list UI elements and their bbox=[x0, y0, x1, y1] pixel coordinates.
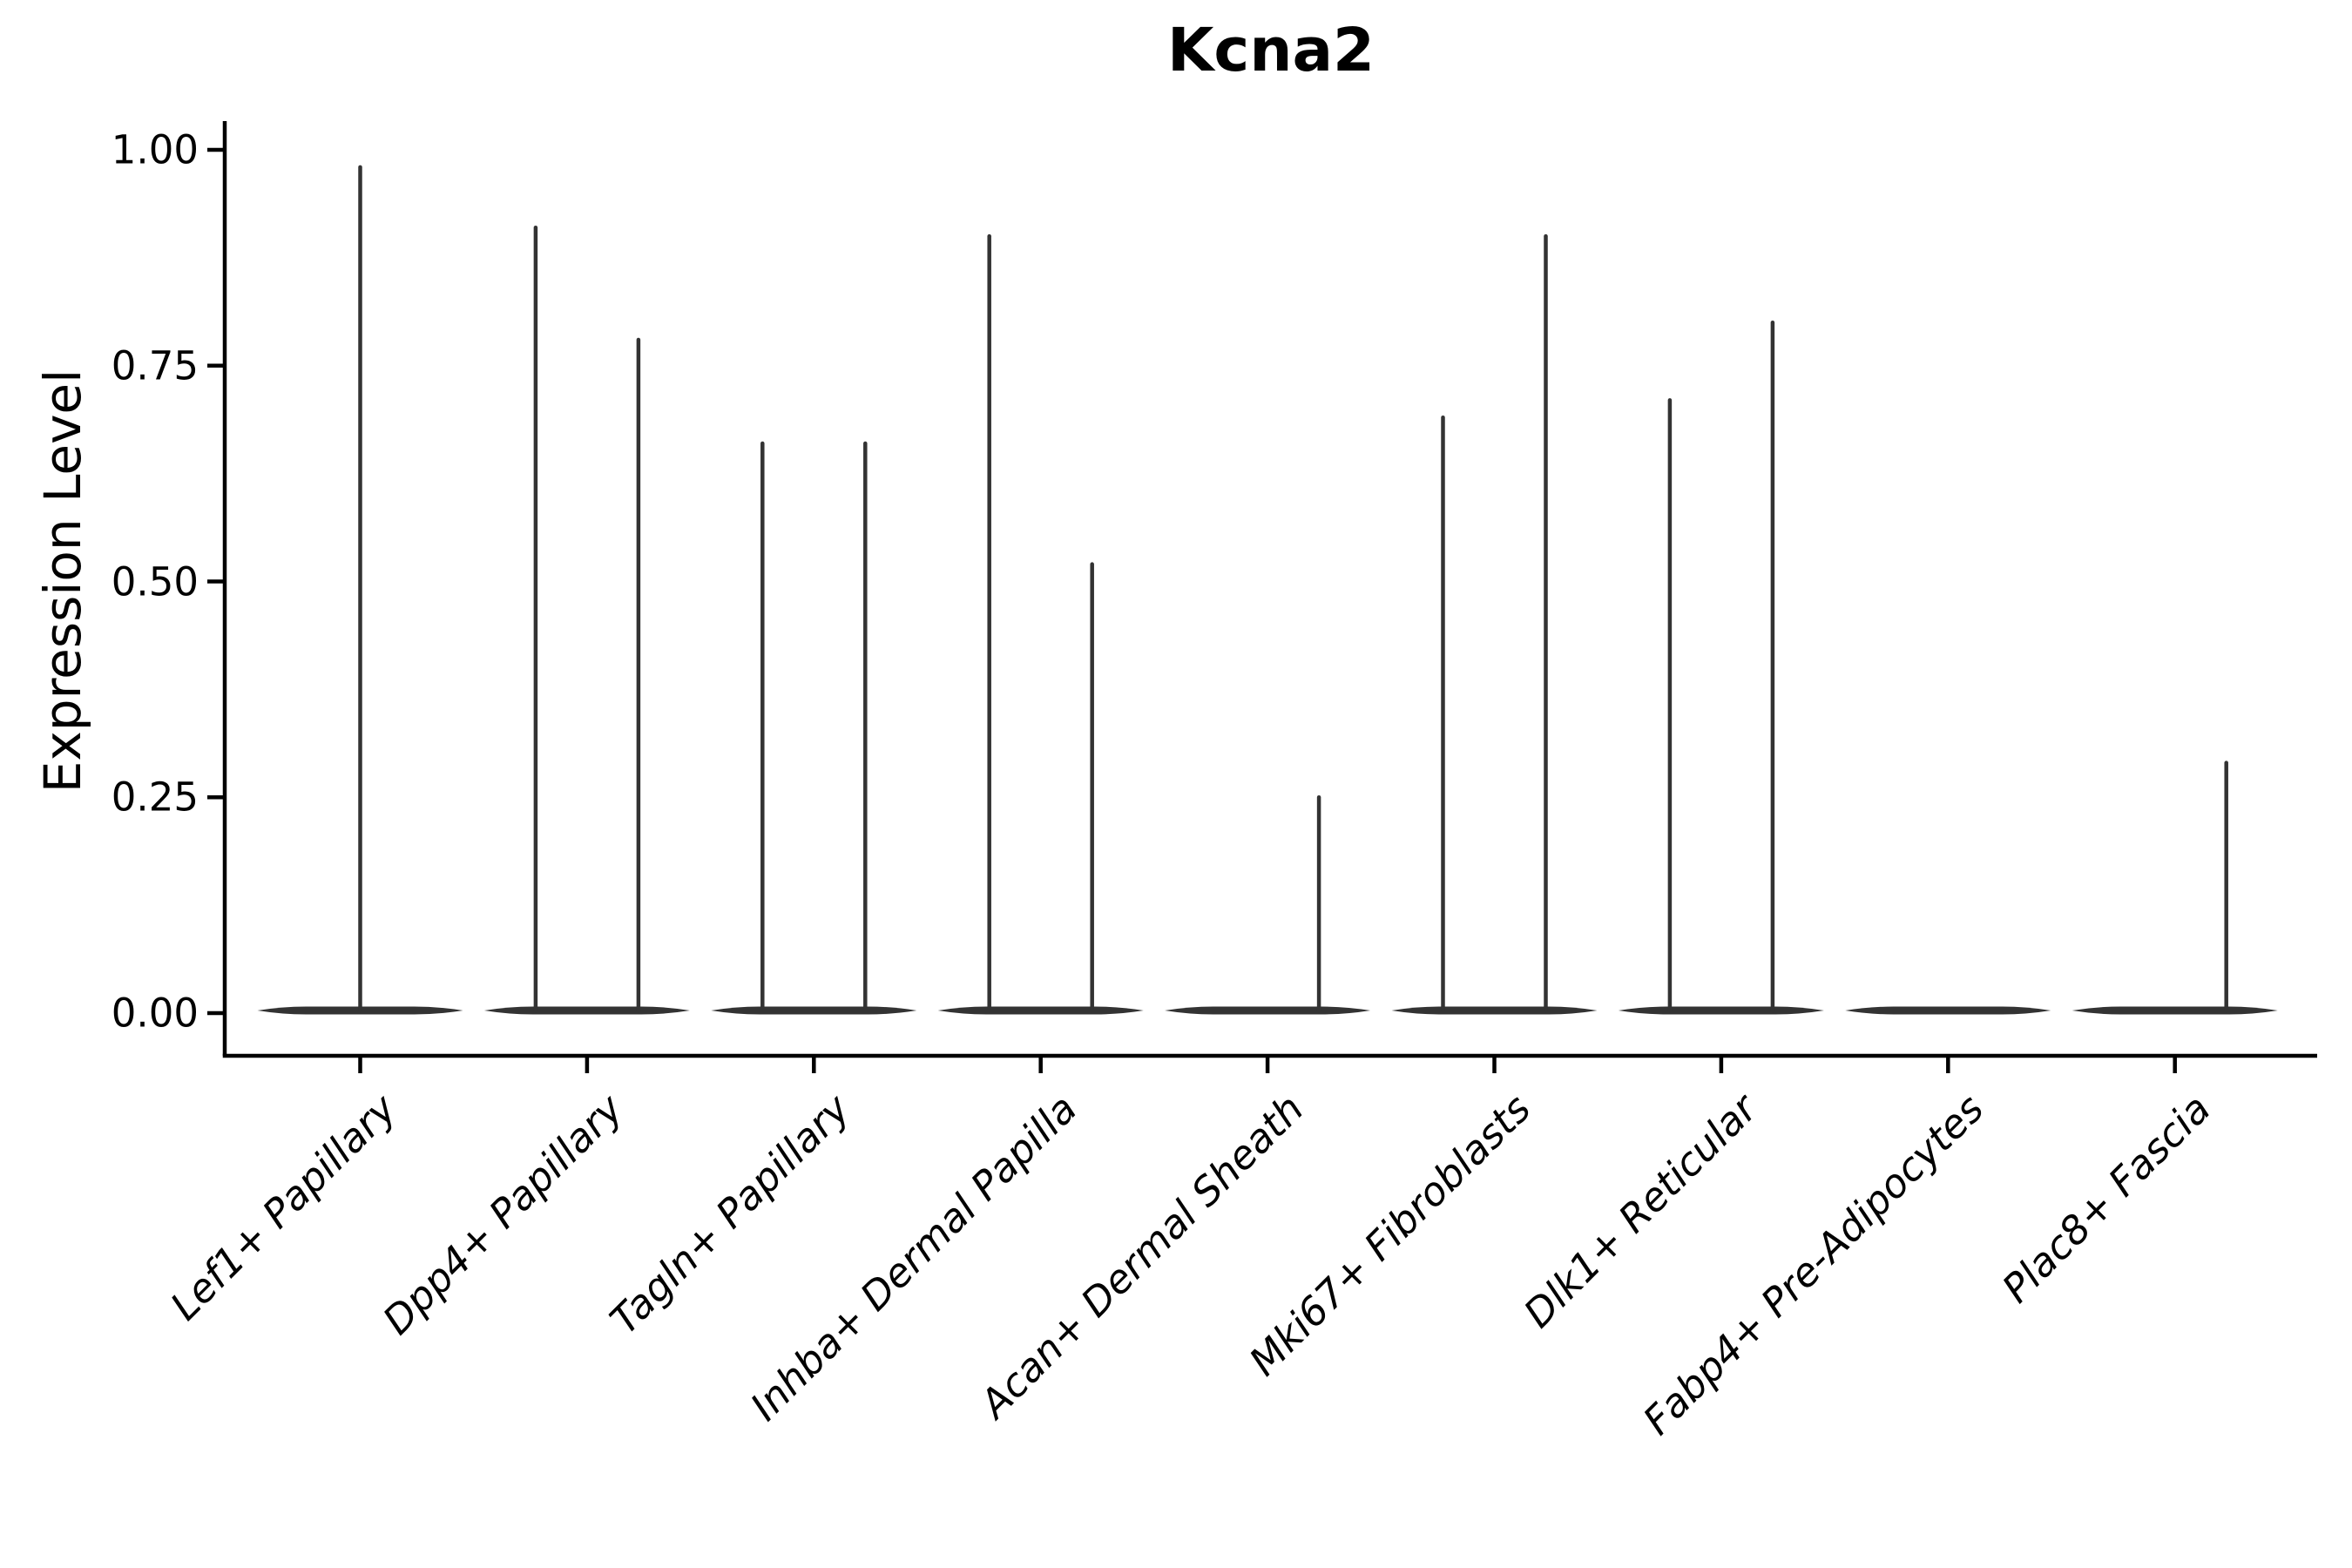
violin-band bbox=[1165, 1006, 1371, 1015]
plot-title: Kcna2 bbox=[1166, 16, 1375, 85]
violin-band bbox=[1845, 1006, 2051, 1015]
violin-band bbox=[937, 1006, 1144, 1015]
violin-band bbox=[1391, 1006, 1598, 1015]
y-tick-label: 1.00 bbox=[111, 126, 199, 173]
y-tick-label: 0.25 bbox=[111, 774, 199, 821]
y-tick-label: 0.50 bbox=[111, 558, 199, 605]
violin-band bbox=[1618, 1006, 1824, 1015]
violin-band bbox=[483, 1006, 690, 1015]
y-tick-label: 0.75 bbox=[111, 342, 199, 389]
violin-band bbox=[711, 1006, 917, 1015]
violin-band bbox=[2072, 1006, 2278, 1015]
y-tick-label: 0.00 bbox=[111, 990, 199, 1037]
